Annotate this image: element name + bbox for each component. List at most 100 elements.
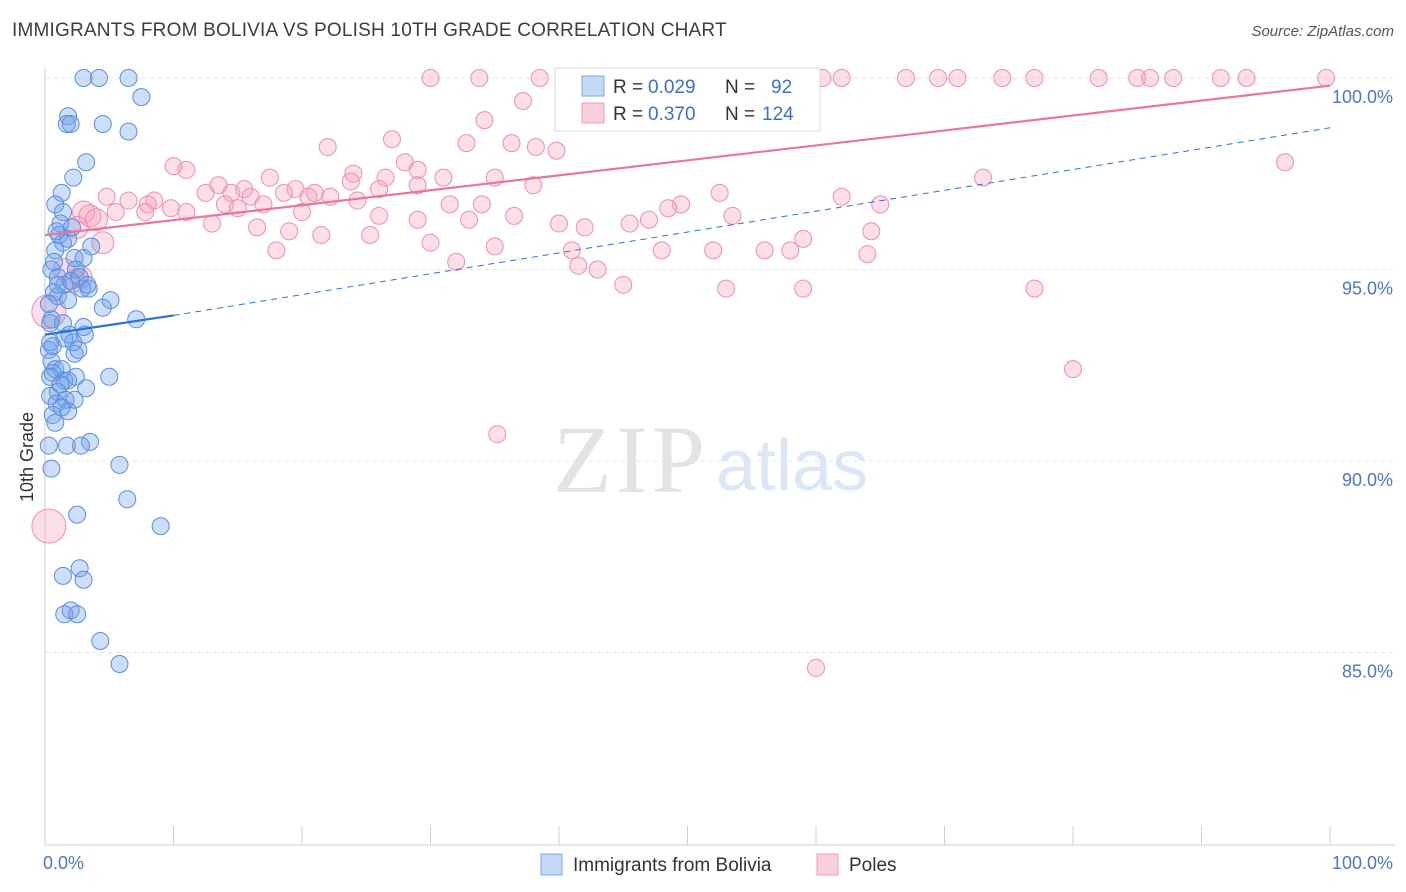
- bolivia-point-79: [68, 605, 87, 624]
- bolivia-point-11: [52, 183, 71, 202]
- poles-point-8: [948, 69, 967, 87]
- poles-point-29: [382, 130, 401, 149]
- poles-point-50: [408, 176, 427, 195]
- watermark-zip: ZIP: [553, 406, 709, 513]
- axes: [44, 68, 1395, 846]
- poles-point-90: [421, 233, 440, 252]
- bolivia-point-58: [41, 386, 60, 405]
- poles-point-41: [434, 168, 453, 187]
- bolivia-point-73: [151, 517, 170, 536]
- bolivia-point-37: [41, 314, 60, 333]
- poles-point-119: [862, 222, 881, 241]
- poles-point-111: [807, 658, 825, 677]
- poles-point-100: [91, 231, 115, 255]
- chart-source: Source: ZipAtlas.com: [1251, 23, 1394, 40]
- poles-point-73: [136, 203, 155, 222]
- legend-n-value-blue: 92: [771, 77, 792, 98]
- poles-point-109: [488, 425, 507, 444]
- bolivia-point-84: [44, 252, 63, 271]
- poles-point-116: [723, 206, 742, 225]
- bolivia-points: [39, 69, 170, 673]
- bolivia-trend-extension: [173, 127, 1331, 316]
- bolivia-point-44: [39, 340, 58, 359]
- poles-point-12: [1164, 69, 1183, 87]
- poles-point-104: [717, 279, 736, 298]
- bolivia-point-70: [42, 459, 61, 478]
- bolivia-point-52: [100, 367, 119, 386]
- x-tick-label-right: 100.0%: [1332, 853, 1393, 873]
- bolivia-point-88: [47, 222, 66, 241]
- y-tick-label-1: 95.0%: [1342, 279, 1393, 299]
- tick-labels: 100.0% 95.0% 90.0% 85.0% 0.0% 100.0%: [43, 87, 1393, 873]
- poles-point-72: [106, 203, 125, 222]
- poles-point-92: [562, 241, 581, 260]
- poles-point-120: [710, 183, 729, 202]
- poles-point-69: [781, 241, 800, 260]
- bolivia-point-32: [59, 291, 78, 310]
- bolivia-point-10: [64, 168, 83, 187]
- trendlines: [44, 84, 1331, 336]
- poles-point-44: [177, 160, 196, 179]
- poles-point-49: [370, 180, 389, 199]
- poles-point-94: [704, 241, 723, 260]
- poles-point-66: [440, 195, 459, 214]
- poles-point-30: [457, 134, 476, 153]
- y-tick-label-0: 100.0%: [1332, 87, 1393, 107]
- poles-point-20: [896, 69, 915, 87]
- poles-point-33: [547, 141, 566, 160]
- poles-point-97: [858, 245, 877, 264]
- bolivia-point-81: [110, 654, 129, 673]
- poles-point-38: [260, 168, 279, 187]
- poles-point-71: [78, 204, 102, 228]
- bolivia-point-68: [39, 436, 58, 455]
- bottom-legend-swatch-blue: [540, 853, 563, 876]
- gridlines: [45, 77, 1395, 653]
- poles-point-60: [119, 191, 138, 210]
- bolivia-trend-line: [44, 314, 174, 336]
- bolivia-point-71: [118, 490, 137, 509]
- poles-point-108: [1064, 360, 1082, 379]
- poles-point-6: [832, 69, 851, 87]
- poles-point-65: [348, 191, 367, 210]
- poles-point-11: [1141, 69, 1160, 87]
- poles-point-51: [196, 183, 215, 202]
- poles-point-15: [470, 69, 489, 87]
- bolivia-point-7: [93, 114, 112, 133]
- poles-point-78: [408, 210, 427, 229]
- poles-point-24: [1211, 69, 1230, 87]
- legend-n-label-blue: N =: [725, 77, 755, 98]
- bolivia-point-0: [74, 69, 93, 87]
- bolivia-point-34: [93, 298, 112, 317]
- poles-point-68: [639, 210, 658, 229]
- poles-point-91: [485, 237, 504, 256]
- poles-point-48: [341, 172, 360, 191]
- poles-point-14: [421, 69, 440, 87]
- poles-point-80: [505, 206, 524, 225]
- legend-swatch-blue: [581, 75, 605, 97]
- bolivia-point-33: [39, 294, 58, 313]
- poles-point-84: [84, 208, 108, 232]
- poles-point-74: [177, 203, 196, 222]
- legend-n-label-pink: N =: [725, 104, 755, 125]
- bolivia-point-89: [52, 398, 71, 417]
- bolivia-point-74: [70, 559, 89, 578]
- bolivia-point-65: [80, 432, 99, 451]
- bottom-legend-swatch-pink: [816, 853, 839, 876]
- bolivia-point-56: [77, 379, 96, 398]
- poles-point-81: [550, 214, 568, 233]
- bolivia-point-78: [55, 605, 74, 624]
- poles-point-70: [72, 200, 96, 224]
- bolivia-point-17: [53, 233, 72, 252]
- poles-point-82: [575, 218, 594, 237]
- poles-point-113: [588, 260, 607, 279]
- legend-r-value-pink: 0.370: [648, 104, 696, 125]
- poles-point-121: [974, 168, 993, 187]
- bolivia-point-83: [61, 271, 80, 290]
- bolivia-point-80: [91, 632, 110, 651]
- poles-point-89: [361, 226, 380, 245]
- bolivia-point-9: [77, 153, 96, 172]
- y-axis-title: 10th Grade: [17, 412, 37, 502]
- poles-point-28: [502, 134, 521, 153]
- chart-title: IMMIGRANTS FROM BOLIVIA VS POLISH 10TH G…: [12, 20, 727, 41]
